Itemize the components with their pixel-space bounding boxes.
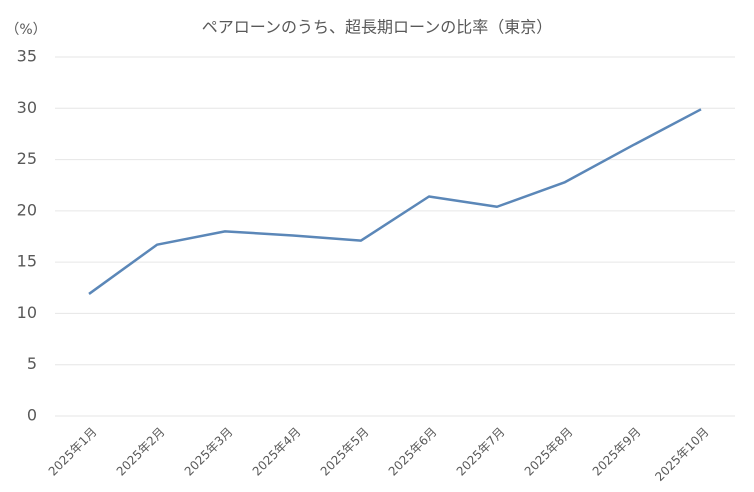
x-tick-label: 2025年4月 xyxy=(250,425,304,479)
y-tick-label: 20 xyxy=(17,200,37,219)
x-tick-label: 2025年2月 xyxy=(114,425,168,479)
y-tick-label: 15 xyxy=(17,252,37,271)
x-tick-label: 2025年9月 xyxy=(590,425,644,479)
x-tick-label: 2025年1月 xyxy=(46,425,100,479)
x-tick-label: 2025年8月 xyxy=(522,425,576,479)
data-line xyxy=(88,108,702,295)
chart-title: ペアローンのうち、超長期ローンの比率（東京） xyxy=(202,18,552,37)
y-tick-label: 25 xyxy=(17,149,37,168)
y-tick-label: 10 xyxy=(17,303,37,322)
x-tick-label: 2025年10月 xyxy=(652,425,711,484)
x-tick-label: 2025年7月 xyxy=(454,425,508,479)
y-unit: （%） xyxy=(5,22,46,38)
y-tick-label: 30 xyxy=(17,98,37,117)
y-tick-label: 35 xyxy=(17,47,37,66)
y-tick-label: 5 xyxy=(27,354,37,373)
x-tick-label: 2025年3月 xyxy=(182,425,236,479)
x-tick-label: 2025年6月 xyxy=(386,425,440,479)
y-tick-label: 0 xyxy=(27,406,37,425)
x-tick-label: 2025年5月 xyxy=(318,425,372,479)
